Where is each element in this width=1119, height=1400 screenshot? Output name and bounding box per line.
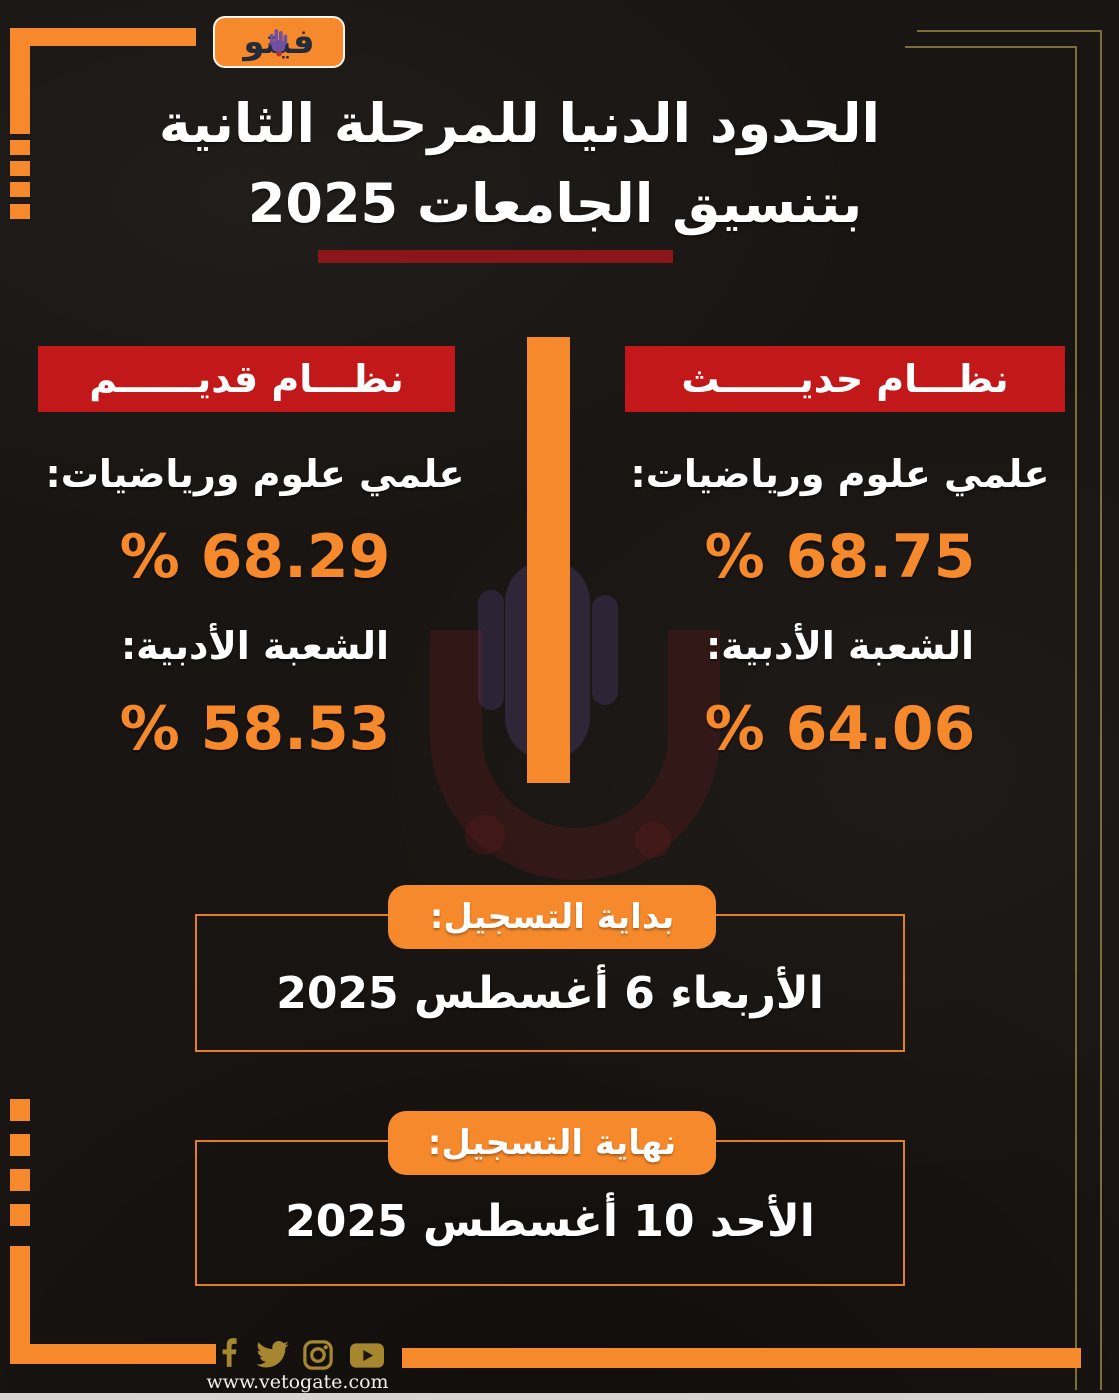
bottom-left-bracket-vertical bbox=[10, 1246, 30, 1364]
registration-start-date: الأربعاء 6 أغسطس 2025 bbox=[276, 968, 824, 1019]
title-underline bbox=[318, 250, 673, 263]
registration-start-badge-label: بداية التسجيل: bbox=[429, 897, 675, 937]
facebook-icon bbox=[222, 1336, 237, 1373]
new-literary-label: الشعبة الأدبية: bbox=[705, 624, 975, 668]
top-left-dash bbox=[10, 182, 30, 197]
new-science-label: علمي علوم ورياضيات: bbox=[630, 452, 1050, 496]
gold-frame-outer-horizontal bbox=[917, 30, 1102, 32]
center-divider-bar bbox=[527, 337, 570, 783]
page-title-line2: بتنسيق الجامعات 2025 bbox=[247, 172, 863, 235]
old-system-header: نظـــام قديــــــم bbox=[38, 346, 455, 412]
gold-frame-inner-vertical bbox=[1075, 46, 1077, 1390]
new-literary-value: % 64.06 bbox=[704, 694, 976, 764]
page-title-line1: الحدود الدنيا للمرحلة الثانية bbox=[158, 92, 880, 155]
bottom-left-dash bbox=[10, 1169, 30, 1191]
bottom-left-dash bbox=[10, 1134, 30, 1156]
registration-start-badge: بداية التسجيل: bbox=[388, 885, 716, 949]
top-left-bracket-horizontal bbox=[10, 28, 196, 46]
old-science-value: % 68.29 bbox=[119, 522, 391, 592]
bottom-left-dash bbox=[10, 1204, 30, 1226]
veto-watermark bbox=[410, 560, 750, 900]
bottom-edge-strip bbox=[0, 1393, 1119, 1400]
twitter-icon bbox=[256, 1341, 289, 1372]
new-system-header: نظـــام حديــــــث bbox=[625, 346, 1065, 412]
top-left-dash bbox=[10, 161, 30, 176]
registration-end-badge-label: نهاية التسجيل: bbox=[427, 1123, 677, 1163]
registration-end-badge: نهاية التسجيل: bbox=[388, 1111, 716, 1175]
website-url: www.vetogate.com bbox=[206, 1371, 389, 1393]
youtube-icon bbox=[350, 1343, 384, 1372]
top-left-dash bbox=[10, 140, 30, 155]
old-system-header-label: نظـــام قديــــــم bbox=[89, 357, 404, 401]
old-literary-label: الشعبة الأدبية: bbox=[120, 624, 390, 668]
top-left-dash bbox=[10, 204, 30, 219]
gold-frame-outer-vertical bbox=[1100, 30, 1102, 1390]
bottom-left-dash bbox=[10, 1099, 30, 1121]
new-science-value: % 68.75 bbox=[704, 522, 976, 592]
bottom-left-bracket-horizontal bbox=[10, 1344, 216, 1364]
old-science-label: علمي علوم ورياضيات: bbox=[45, 452, 465, 496]
page-title: الحدود الدنيا للمرحلة الثانية بتنسيق الج… bbox=[158, 84, 880, 244]
new-system-header-label: نظـــام حديــــــث bbox=[681, 357, 1009, 401]
instagram-icon bbox=[303, 1340, 333, 1374]
old-literary-value: % 58.53 bbox=[119, 694, 391, 764]
hand-icon bbox=[269, 25, 289, 61]
veto-logo: فيتو bbox=[213, 16, 345, 68]
registration-end-date: الأحد 10 أغسطس 2025 bbox=[285, 1196, 815, 1247]
gold-frame-inner-horizontal bbox=[905, 46, 1077, 48]
footer-right-bar bbox=[402, 1348, 1081, 1368]
top-left-bracket-vertical bbox=[10, 28, 30, 134]
